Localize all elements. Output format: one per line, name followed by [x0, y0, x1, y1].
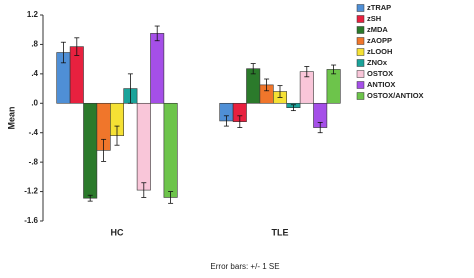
error-bar [87, 194, 93, 202]
error-bar [114, 125, 120, 146]
error-bar [168, 191, 174, 204]
y-tick-label: -1.6 [24, 216, 38, 225]
legend-swatch [356, 70, 365, 78]
legend-label: zTRAP [367, 3, 391, 12]
bar [150, 33, 165, 104]
error-bar [331, 64, 337, 75]
legend-swatch [356, 48, 365, 56]
bar [136, 102, 151, 191]
error-bar [264, 78, 270, 92]
legend-label: zLOOH [367, 47, 392, 56]
error-bar [277, 85, 283, 98]
legend-label: ANTIOX [367, 80, 395, 89]
legend-swatch [356, 26, 365, 34]
error-bar [154, 25, 160, 42]
legend-label: zMDA [367, 25, 388, 34]
y-tick-label: .8 [31, 40, 38, 49]
error-bar [74, 37, 80, 56]
x-tick-label: TLE [272, 227, 289, 237]
bar [83, 102, 98, 199]
legend-label: OSTOX/ANTIOX [367, 91, 424, 100]
legend-label: OSTOX [367, 69, 393, 78]
error-bar [141, 182, 147, 198]
error-bar [237, 115, 243, 128]
y-tick-label: -.8 [29, 157, 39, 166]
legend-label: ZNOx [367, 58, 388, 67]
legend-swatch [356, 59, 365, 67]
error-bar [101, 138, 107, 162]
legend-label: zAOPP [367, 36, 392, 45]
error-bar [290, 104, 296, 112]
y-tick-label: .4 [31, 69, 38, 78]
legend-swatch [356, 37, 365, 45]
legend-swatch [356, 4, 365, 12]
y-tick-label: -1.2 [24, 187, 38, 196]
y-axis-label: Mean [6, 106, 16, 129]
legend-swatch [356, 92, 365, 100]
error-bar [60, 41, 66, 64]
bar [326, 69, 341, 104]
bar [163, 102, 178, 198]
x-tick-label: HC [111, 227, 124, 237]
error-bar [317, 122, 323, 134]
error-bar [127, 73, 133, 104]
y-tick-label: -.4 [29, 128, 39, 137]
legend-label: zSH [367, 14, 381, 23]
error-bar [250, 63, 256, 75]
error-bar [304, 66, 310, 78]
legend-swatch [356, 81, 365, 89]
error-bar [223, 115, 229, 127]
footer-note: Error bars: +/- 1 SE [210, 262, 279, 271]
y-tick-label: 1.2 [27, 10, 39, 19]
legend-swatch [356, 15, 365, 23]
y-tick-label: .0 [31, 98, 38, 107]
